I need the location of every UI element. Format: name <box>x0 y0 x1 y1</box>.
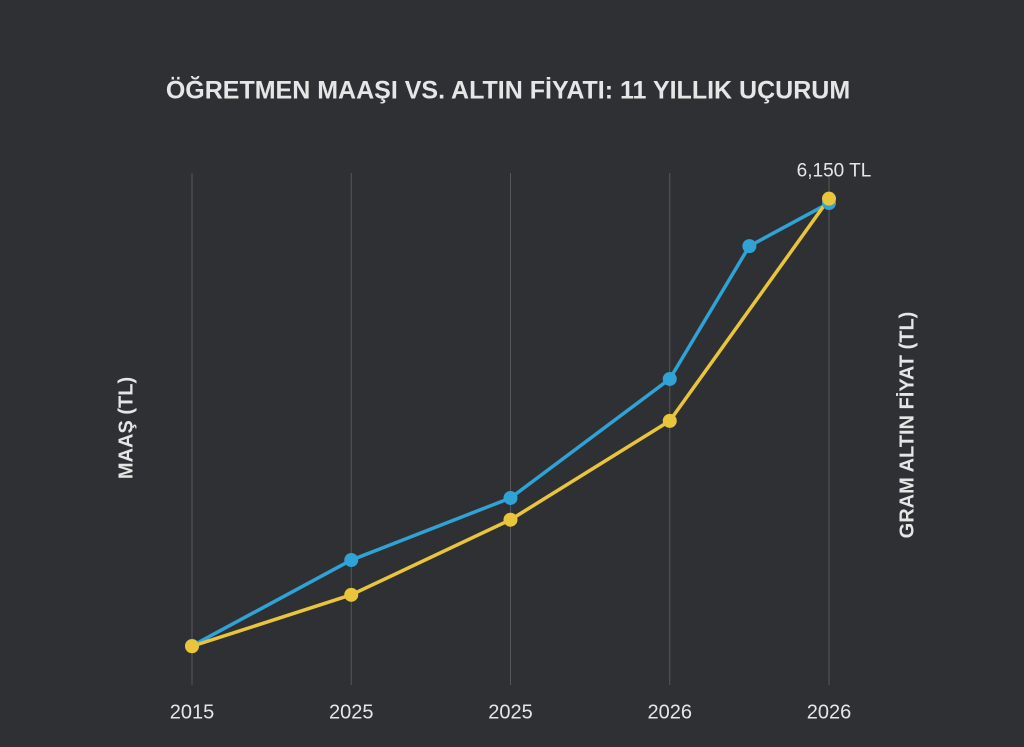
data-point <box>742 239 757 254</box>
x-tick-label: 2026 <box>807 701 852 723</box>
x-tick-label: 2026 <box>648 701 693 723</box>
y2-axis-label: GRAM ALTIN FİYAT (TL) <box>895 312 918 539</box>
x-tick-label: 2025 <box>488 701 533 723</box>
chart-title: ÖĞRETMEN MAAŞI VS. ALTIN FİYATI: 11 YILL… <box>166 76 850 105</box>
y-axis-label: MAAŞ (TL) <box>115 377 137 479</box>
data-label: 6,150 TL <box>797 161 872 182</box>
x-tick-label: 2025 <box>329 701 374 723</box>
data-point <box>662 371 677 386</box>
data-point <box>662 413 677 428</box>
data-point <box>822 191 836 206</box>
data-point <box>503 512 518 527</box>
data-point <box>503 490 518 505</box>
x-tick-label: 2015 <box>170 701 215 723</box>
series-line <box>191 201 830 648</box>
data-point <box>185 639 199 654</box>
data-point <box>344 587 359 602</box>
data-point <box>344 553 359 568</box>
